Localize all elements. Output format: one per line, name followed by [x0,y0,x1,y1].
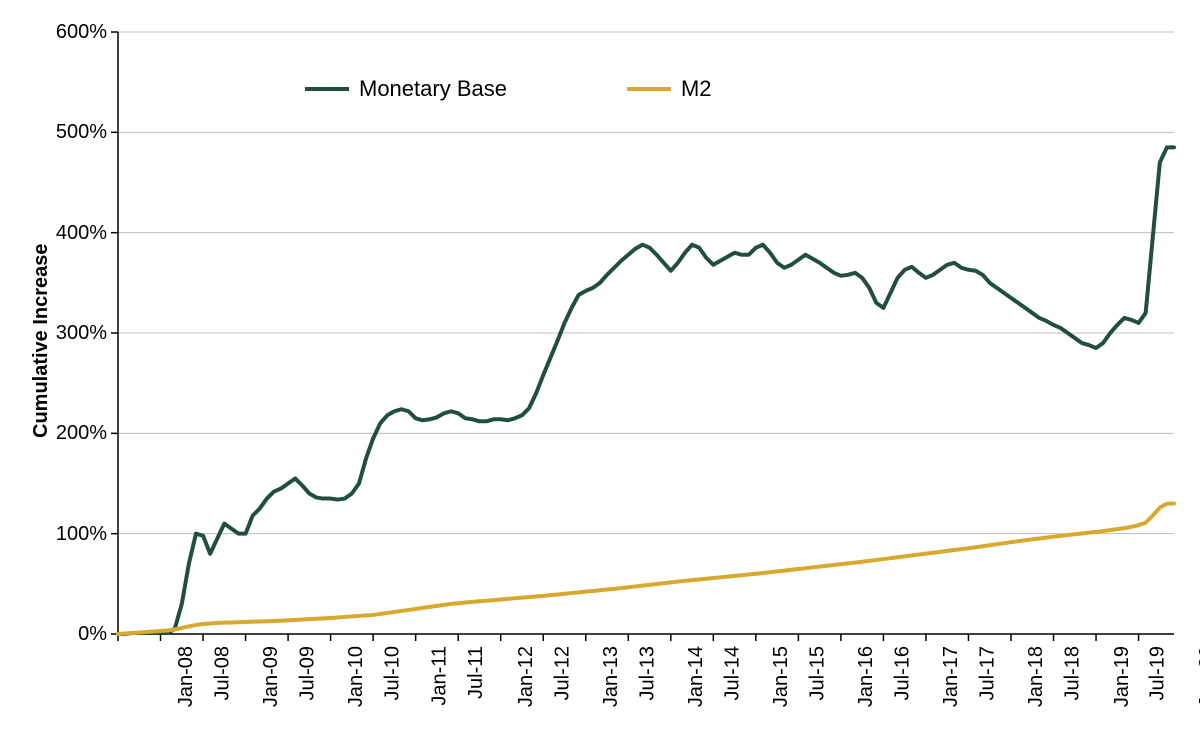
x-tick-label: Jan-14 [685,646,708,707]
x-tick-label: Jan-10 [345,646,368,707]
x-tick-label: Jul-13 [636,646,659,700]
series-m2 [118,504,1174,634]
x-tick-label: Jul-09 [296,646,319,700]
chart-container: Cumulative Increase Monetary Base M2 0% 10… [0,0,1200,738]
x-tick-label: Jul-19 [1147,646,1170,700]
x-tick-label: Jan-17 [941,646,964,707]
legend-swatch [305,87,349,91]
legend-label: Monetary Base [359,76,507,102]
x-tick-label: Jul-10 [381,646,404,700]
x-tick-label: Jul-15 [806,646,829,700]
y-tick-label: 400% [56,222,107,245]
x-tick-label: Jul-08 [211,646,234,700]
y-tick-label: 200% [56,422,107,445]
x-tick-label: Jul-14 [721,646,744,700]
x-tick-label: Jul-17 [976,646,999,700]
x-tick-label: Jan-19 [1111,646,1134,707]
x-tick-label: Jan-13 [600,646,623,707]
series-monetary-base [118,147,1174,634]
legend-label: M2 [681,76,712,102]
line-chart [0,0,1200,738]
x-tick-label: Jul-11 [465,646,488,699]
x-tick-label: Jan-12 [515,646,538,707]
legend-item-m2: M2 [627,76,712,102]
y-tick-label: 0% [78,623,107,646]
legend: Monetary Base M2 [305,76,712,102]
x-tick-label: Jul-12 [551,646,574,700]
y-tick-label: 500% [56,121,107,144]
y-tick-label: 100% [56,523,107,546]
y-tick-label: 600% [56,21,107,44]
y-tick-label: 300% [56,322,107,345]
x-tick-label: Jan-18 [1026,646,1049,707]
y-axis-label: Cumulative Increase [30,243,53,438]
x-tick-label: Jul-18 [1061,646,1084,700]
x-tick-label: Jan-20 [1196,646,1200,707]
x-tick-label: Jan-16 [856,646,879,707]
x-tick-label: Jul-16 [891,646,914,700]
x-tick-label: Jan-15 [770,646,793,707]
x-tick-label: Jan-11 [429,646,452,706]
x-tick-label: Jan-08 [175,646,198,707]
x-tick-label: Jan-09 [260,646,283,707]
legend-swatch [627,87,671,91]
legend-item-monetary-base: Monetary Base [305,76,507,102]
